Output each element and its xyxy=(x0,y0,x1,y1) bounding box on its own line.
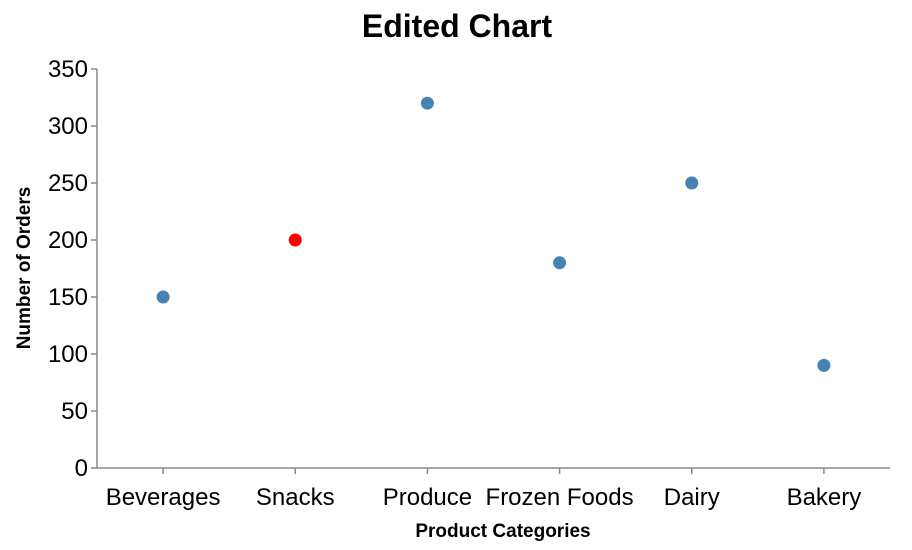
data-point-bakery[interactable] xyxy=(817,358,831,372)
data-point-frozen-foods[interactable] xyxy=(553,256,567,270)
x-tick-label: Snacks xyxy=(256,484,335,511)
x-tick-label: Dairy xyxy=(664,484,720,511)
data-point-snacks[interactable] xyxy=(288,233,302,247)
chart-title: Edited Chart xyxy=(362,8,553,44)
y-tick-label: 250 xyxy=(48,170,88,197)
y-tick-label: 150 xyxy=(48,284,88,311)
y-axis-title: Number of Orders xyxy=(14,187,35,350)
y-tick-label: 100 xyxy=(48,341,88,368)
y-tick-label: 350 xyxy=(48,56,88,83)
y-tick-label: 200 xyxy=(48,227,88,254)
data-point-produce[interactable] xyxy=(420,96,434,110)
x-tick-label: Produce xyxy=(383,484,472,511)
x-axis: Beverages Snacks Produce Frozen Foods Dairy B… xyxy=(97,467,890,511)
data-point-dairy[interactable] xyxy=(685,176,699,190)
y-tick-label: 0 xyxy=(75,455,88,482)
y-tick-label: 300 xyxy=(48,113,88,140)
data-point-beverages[interactable] xyxy=(156,290,170,304)
x-tick-label: Frozen Foods xyxy=(486,484,634,511)
x-tick-label: Bakery xyxy=(787,484,862,511)
y-tick-label: 50 xyxy=(61,398,88,425)
x-tick-label: Beverages xyxy=(106,484,221,511)
x-axis-title: Product Categories xyxy=(415,521,590,542)
y-axis: 0 50 100 150 200 250 300 350 xyxy=(48,56,98,482)
data-points xyxy=(156,96,831,372)
